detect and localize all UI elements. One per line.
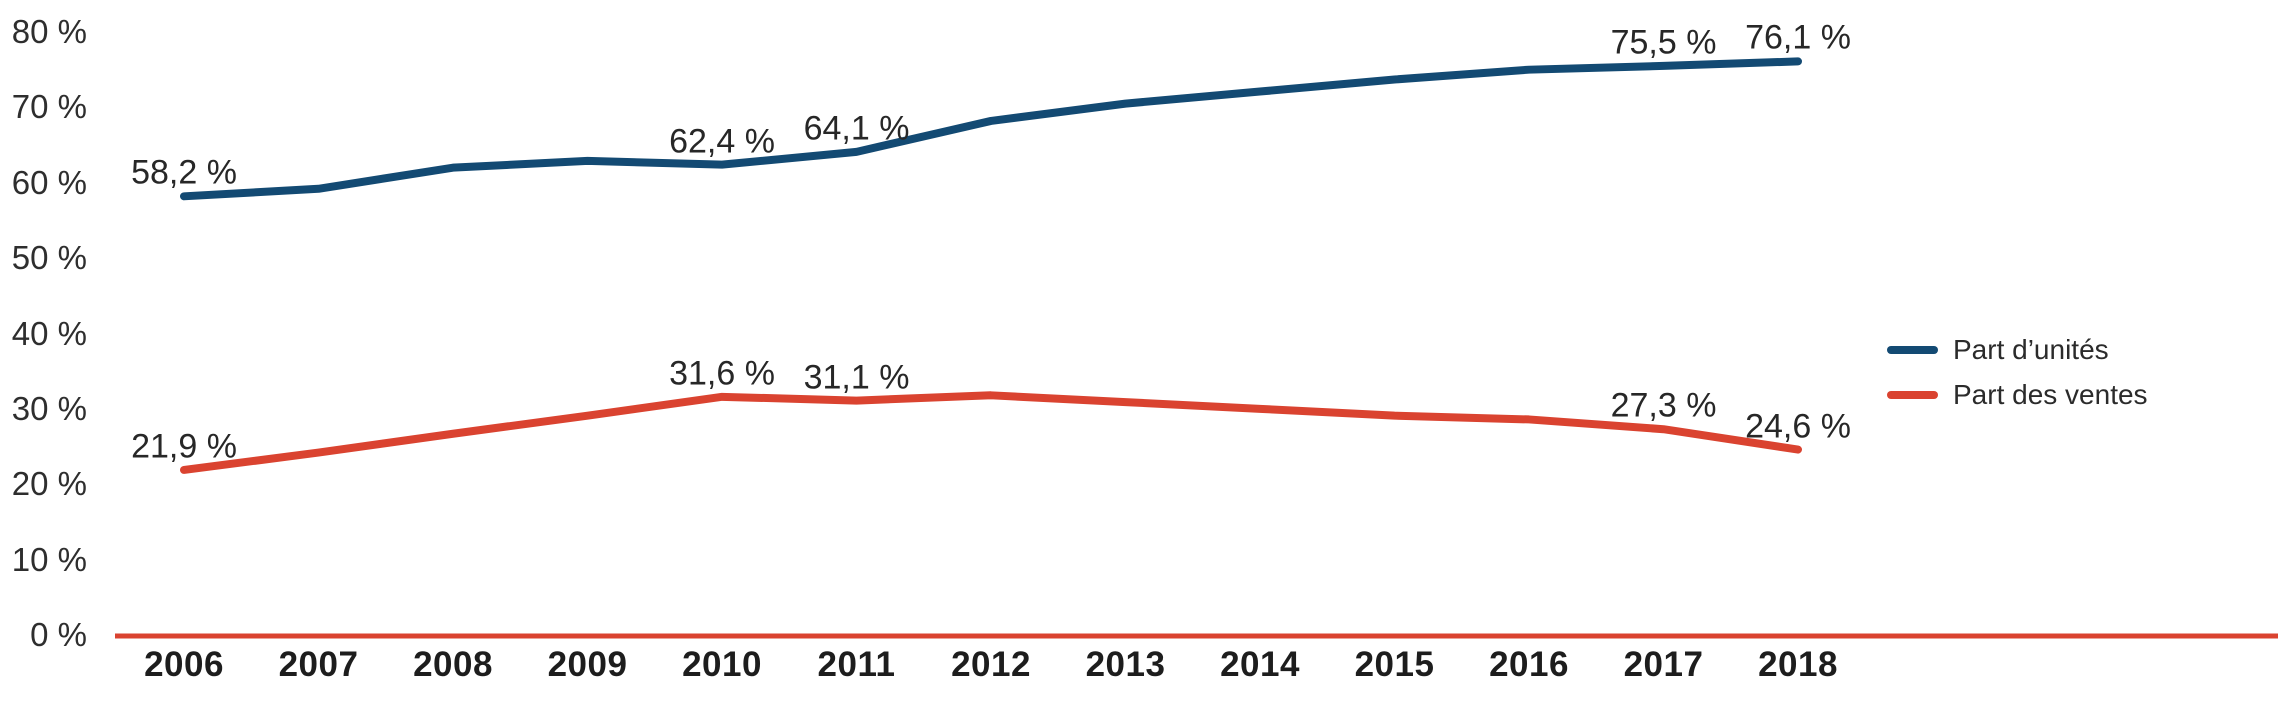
data-label: 75,5 % [1610, 23, 1717, 62]
x-axis-tick-label: 2012 [951, 645, 1031, 684]
legend: Part d’unités Part des ventes [1887, 334, 2148, 411]
x-axis-tick-label: 2007 [278, 645, 359, 684]
data-label: 62,4 % [669, 122, 775, 161]
data-label: 64,1 % [803, 109, 910, 148]
y-axis-tick-label: 20 % [11, 465, 87, 503]
y-axis-tick-label: 60 % [11, 163, 87, 201]
legend-swatch-part-dunites [1887, 346, 1938, 354]
data-label: 24,6 % [1745, 407, 1851, 446]
series-line-0 [180, 57, 1802, 201]
data-label: 31,1 % [803, 358, 910, 397]
y-axis-tick-label: 40 % [11, 314, 87, 352]
y-axis-tick-label: 10 % [11, 540, 87, 578]
y-axis-tick-label: 0 % [30, 616, 87, 653]
x-axis-tick-label: 2016 [1489, 645, 1569, 684]
legend-swatch-part-des-ventes [1887, 391, 1938, 399]
x-axis-tick-label: 2008 [413, 645, 493, 684]
x-axis-tick-label: 2017 [1623, 645, 1704, 684]
legend-item-part-dunites: Part d’unités [1887, 334, 2148, 366]
x-axis-tick-label: 2010 [682, 645, 762, 684]
y-axis-tick-label: 70 % [11, 88, 87, 126]
legend-label-part-des-ventes: Part des ventes [1953, 379, 2148, 410]
legend-label-part-dunites: Part d’unités [1953, 334, 2109, 365]
legend-item-part-des-ventes: Part des ventes [1887, 379, 2148, 411]
x-axis-tick-label: 2009 [547, 645, 628, 684]
x-axis-tick-label: 2015 [1354, 645, 1435, 684]
data-label: 27,3 % [1610, 386, 1717, 425]
data-label: 21,9 % [131, 427, 237, 466]
x-axis-tick-label: 2006 [144, 645, 224, 684]
data-label: 76,1 % [1745, 18, 1851, 57]
y-axis-tick-label: 30 % [11, 389, 87, 427]
y-axis-tick-label: 50 % [11, 239, 87, 277]
x-axis-tick-label: 2013 [1085, 645, 1166, 684]
data-label: 31,6 % [669, 354, 775, 393]
x-axis-tick-label: 2018 [1758, 645, 1838, 684]
x-axis-tick-label: 2011 [817, 645, 896, 684]
data-label: 58,2 % [131, 153, 237, 192]
y-axis-tick-label: 80 % [11, 13, 87, 50]
x-axis-tick-label: 2014 [1220, 645, 1300, 684]
series-line-1 [180, 391, 1802, 474]
